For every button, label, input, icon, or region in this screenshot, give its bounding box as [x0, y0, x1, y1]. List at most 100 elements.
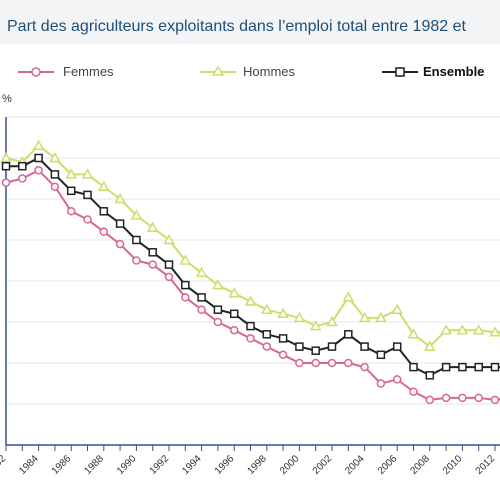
data-point-ensemble — [409, 362, 418, 372]
x-tick-label: 1992 — [148, 453, 172, 477]
data-point-hommes — [163, 233, 175, 245]
data-point-ensemble — [490, 362, 500, 372]
x-tick-label: 2004 — [343, 453, 367, 477]
data-point-ensemble — [213, 305, 223, 314]
data-point-hommes — [146, 221, 159, 232]
data-point-hommes — [326, 315, 338, 327]
data-point-femmes — [376, 379, 386, 388]
data-point-femmes — [83, 215, 92, 224]
data-point-hommes — [130, 209, 143, 220]
data-point-hommes — [391, 303, 403, 314]
data-point-ensemble — [66, 186, 76, 196]
data-point-ensemble — [392, 342, 402, 351]
legend-item-femmes[interactable]: Femmes — [18, 60, 158, 84]
data-point-hommes — [244, 295, 257, 306]
data-point-hommes — [456, 324, 469, 335]
data-point-hommes — [114, 192, 126, 204]
x-tick-label: 1984 — [17, 453, 41, 477]
data-point-hommes — [309, 320, 322, 331]
x-tick-label: 1990 — [115, 453, 139, 477]
data-point-hommes — [489, 326, 500, 337]
data-point-hommes — [212, 279, 224, 290]
data-point-femmes — [50, 182, 60, 191]
chart-area: 1982 1984 1986 1988 1990 1992 1994 1996 1998 2000… — [0, 116, 500, 477]
data-point-femmes — [474, 393, 483, 403]
legend-label-hommes: Hommes — [243, 64, 296, 79]
data-point-hommes — [440, 324, 452, 335]
data-point-femmes — [66, 207, 76, 216]
data-point-ensemble — [18, 161, 27, 171]
data-point-femmes — [99, 227, 109, 237]
data-point-ensemble — [278, 334, 288, 343]
data-point-ensemble — [132, 235, 141, 245]
series-line-hommes — [5, 144, 500, 348]
data-point-hommes — [277, 307, 289, 319]
legend-marker-femmes — [18, 67, 54, 77]
legend-marker-ensemble — [382, 67, 418, 77]
data-point-hommes — [293, 311, 306, 323]
x-tick-label: 1986 — [50, 453, 74, 477]
data-point-hommes — [65, 168, 77, 179]
data-point-hommes — [98, 180, 110, 191]
data-point-ensemble — [50, 170, 60, 179]
data-point-femmes — [327, 358, 337, 368]
data-point-femmes — [360, 362, 369, 372]
data-point-femmes — [1, 178, 11, 187]
data-point-femmes — [34, 166, 43, 175]
data-point-ensemble — [474, 362, 483, 372]
chart-title: Part des agriculteurs exploitants dans l… — [7, 18, 466, 35]
data-point-ensemble — [83, 190, 92, 200]
x-tick-label: 2010 — [441, 453, 465, 477]
data-point-femmes — [213, 317, 223, 327]
data-point-femmes — [409, 387, 418, 396]
data-point-ensemble — [246, 321, 255, 331]
data-point-femmes — [441, 393, 451, 403]
data-point-hommes — [472, 324, 485, 335]
legend-item-ensemble[interactable]: Ensemble — [382, 60, 500, 84]
legend-marker-hommes — [200, 65, 236, 76]
x-tick-label: 1982 — [0, 453, 8, 477]
data-point-hommes — [0, 151, 12, 163]
data-point-ensemble — [425, 371, 435, 380]
data-point-femmes — [490, 395, 500, 405]
data-point-hommes — [358, 311, 371, 323]
data-point-ensemble — [376, 350, 386, 360]
x-tick-label: 2012 — [474, 453, 498, 477]
data-point-ensemble — [327, 342, 337, 351]
data-point-ensemble — [311, 346, 320, 355]
data-point-femmes — [164, 272, 174, 282]
data-point-femmes — [197, 305, 206, 314]
data-point-hommes — [195, 266, 208, 278]
data-point-ensemble — [458, 362, 467, 372]
data-point-femmes — [295, 358, 304, 368]
data-point-femmes — [311, 358, 320, 368]
data-point-ensemble — [229, 309, 239, 319]
data-point-femmes — [246, 334, 255, 343]
data-point-femmes — [458, 393, 467, 403]
data-point-hommes — [424, 340, 436, 351]
data-point-ensemble — [1, 161, 11, 171]
data-point-femmes — [392, 375, 402, 384]
data-point-hommes — [228, 287, 240, 298]
legend-label-ensemble: Ensemble — [423, 64, 485, 79]
x-tick-label: 2000 — [278, 453, 302, 477]
legend-item-hommes[interactable]: Hommes — [200, 60, 330, 84]
legend: Femmes Hommes Ensemble — [0, 60, 500, 84]
x-tick-label: 1988 — [82, 453, 106, 477]
x-tick-label: 2002 — [311, 453, 335, 477]
x-tick-label: 2006 — [376, 453, 400, 477]
data-point-ensemble — [360, 342, 369, 351]
data-point-ensemble — [181, 280, 190, 290]
data-point-hommes — [375, 311, 387, 323]
data-point-ensemble — [441, 362, 451, 372]
data-point-hommes — [32, 139, 45, 150]
data-point-ensemble — [262, 330, 272, 339]
data-point-hommes — [81, 168, 94, 179]
y-axis-unit: % — [2, 93, 12, 105]
data-point-hommes — [261, 303, 273, 314]
data-point-femmes — [262, 342, 272, 351]
data-point-ensemble — [148, 248, 157, 257]
x-tick-label: 1996 — [213, 453, 237, 477]
data-point-femmes — [344, 358, 353, 368]
data-point-hommes — [179, 254, 192, 265]
